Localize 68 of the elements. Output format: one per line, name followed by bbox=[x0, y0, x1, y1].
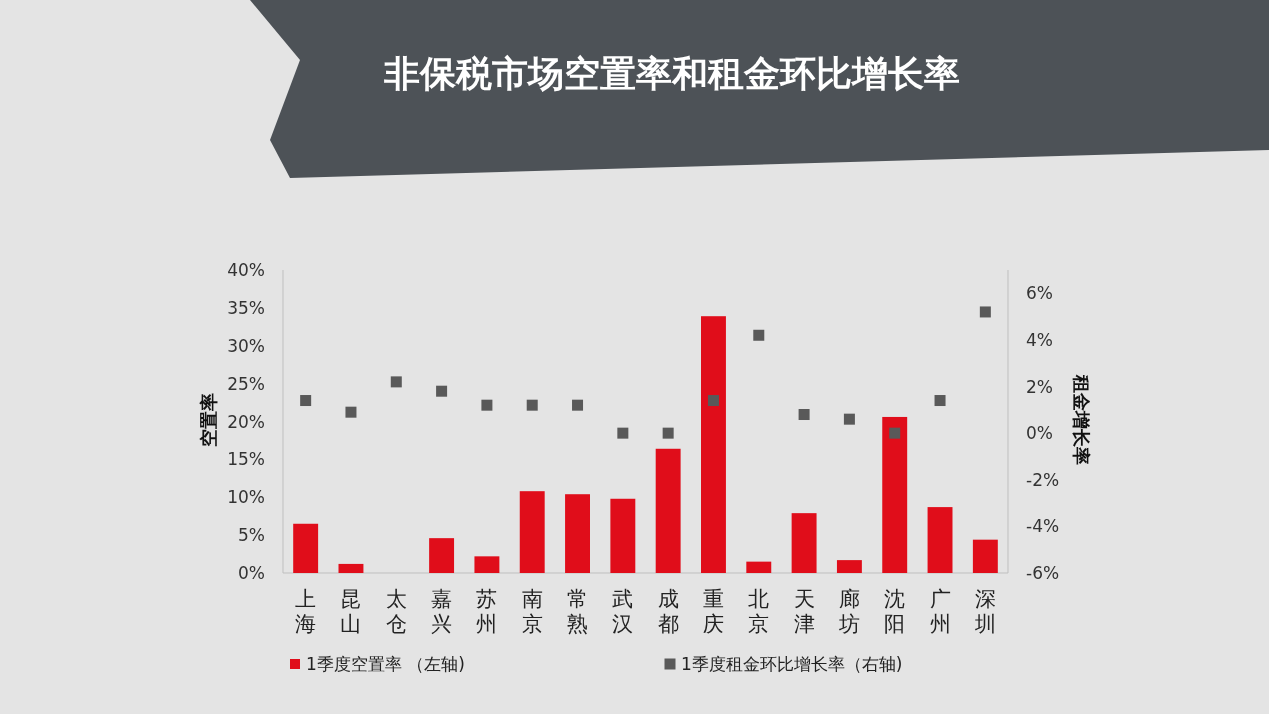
y-tick-label: 0% bbox=[238, 563, 265, 583]
legend-label: 1季度空置率 （左轴) bbox=[306, 654, 465, 674]
x-tick-label: 南京 bbox=[521, 587, 543, 636]
bar bbox=[293, 523, 319, 573]
bar bbox=[655, 448, 681, 573]
point bbox=[345, 406, 357, 418]
x-tick-label: 北京 bbox=[748, 587, 770, 636]
y-tick-label: 10% bbox=[227, 487, 265, 508]
y-tick-label: 40% bbox=[227, 260, 265, 280]
x-tick-label: 天津 bbox=[793, 587, 815, 636]
bar bbox=[746, 561, 772, 573]
x-tick-label: 武汉 bbox=[612, 587, 634, 636]
bar bbox=[882, 416, 908, 573]
bar bbox=[474, 556, 500, 573]
y2-axis-title: 租金增长率 bbox=[1071, 374, 1092, 465]
point bbox=[798, 409, 810, 421]
x-tick-label: 成都 bbox=[657, 587, 679, 636]
y2-tick-label: 4% bbox=[1026, 329, 1053, 350]
bar bbox=[972, 539, 998, 573]
y2-tick-label: -4% bbox=[1026, 516, 1060, 537]
y-axis-title: 空置率 bbox=[198, 393, 219, 447]
bar bbox=[701, 316, 726, 573]
point bbox=[481, 399, 493, 411]
point bbox=[390, 376, 402, 388]
y2-tick-label: -6% bbox=[1026, 563, 1060, 583]
x-tick-label: 廊坊 bbox=[837, 587, 860, 636]
x-tick-label: 沈阳 bbox=[884, 587, 906, 636]
y-tick-label: 30% bbox=[227, 335, 265, 356]
point bbox=[707, 395, 719, 407]
bar bbox=[836, 560, 862, 573]
bar bbox=[519, 491, 545, 573]
point bbox=[572, 399, 584, 411]
x-tick-label: 广州 bbox=[929, 587, 951, 636]
x-tick-label: 上海 bbox=[295, 587, 317, 636]
point bbox=[526, 399, 538, 411]
y-tick-label: 15% bbox=[227, 449, 265, 470]
point bbox=[934, 395, 946, 407]
x-tick-label: 嘉兴 bbox=[431, 587, 453, 636]
point bbox=[753, 329, 765, 341]
y2-tick-label: 0% bbox=[1026, 423, 1053, 444]
point bbox=[436, 385, 448, 397]
point bbox=[889, 427, 901, 439]
bar bbox=[429, 538, 455, 573]
point bbox=[979, 306, 991, 318]
bar bbox=[791, 513, 817, 573]
chart-title: 非保税市场空置率和租金环比增长率 bbox=[383, 53, 960, 94]
x-tick-label: 常熟 bbox=[567, 587, 589, 636]
bar bbox=[610, 498, 636, 573]
y-tick-label: 25% bbox=[227, 373, 265, 394]
x-tick-label: 太仓 bbox=[385, 587, 407, 636]
x-tick-label: 昆山 bbox=[340, 587, 362, 636]
x-tick-label: 深圳 bbox=[973, 587, 996, 636]
bar bbox=[565, 494, 590, 573]
point bbox=[843, 413, 855, 425]
x-tick-label: 苏州 bbox=[476, 587, 498, 636]
x-tick-label: 重庆 bbox=[702, 587, 724, 636]
y-tick-label: 35% bbox=[227, 297, 265, 318]
legend-label: 1季度租金环比增长率（右轴) bbox=[681, 654, 903, 674]
y2-tick-label: 2% bbox=[1026, 376, 1053, 397]
y-tick-label: 20% bbox=[227, 411, 265, 432]
bar bbox=[338, 563, 364, 573]
point bbox=[617, 427, 629, 439]
bar bbox=[927, 507, 953, 573]
y2-tick-label: -2% bbox=[1026, 469, 1060, 490]
point bbox=[662, 427, 674, 439]
y-tick-label: 5% bbox=[238, 525, 265, 546]
point bbox=[300, 395, 312, 407]
y2-tick-label: 6% bbox=[1026, 283, 1053, 304]
